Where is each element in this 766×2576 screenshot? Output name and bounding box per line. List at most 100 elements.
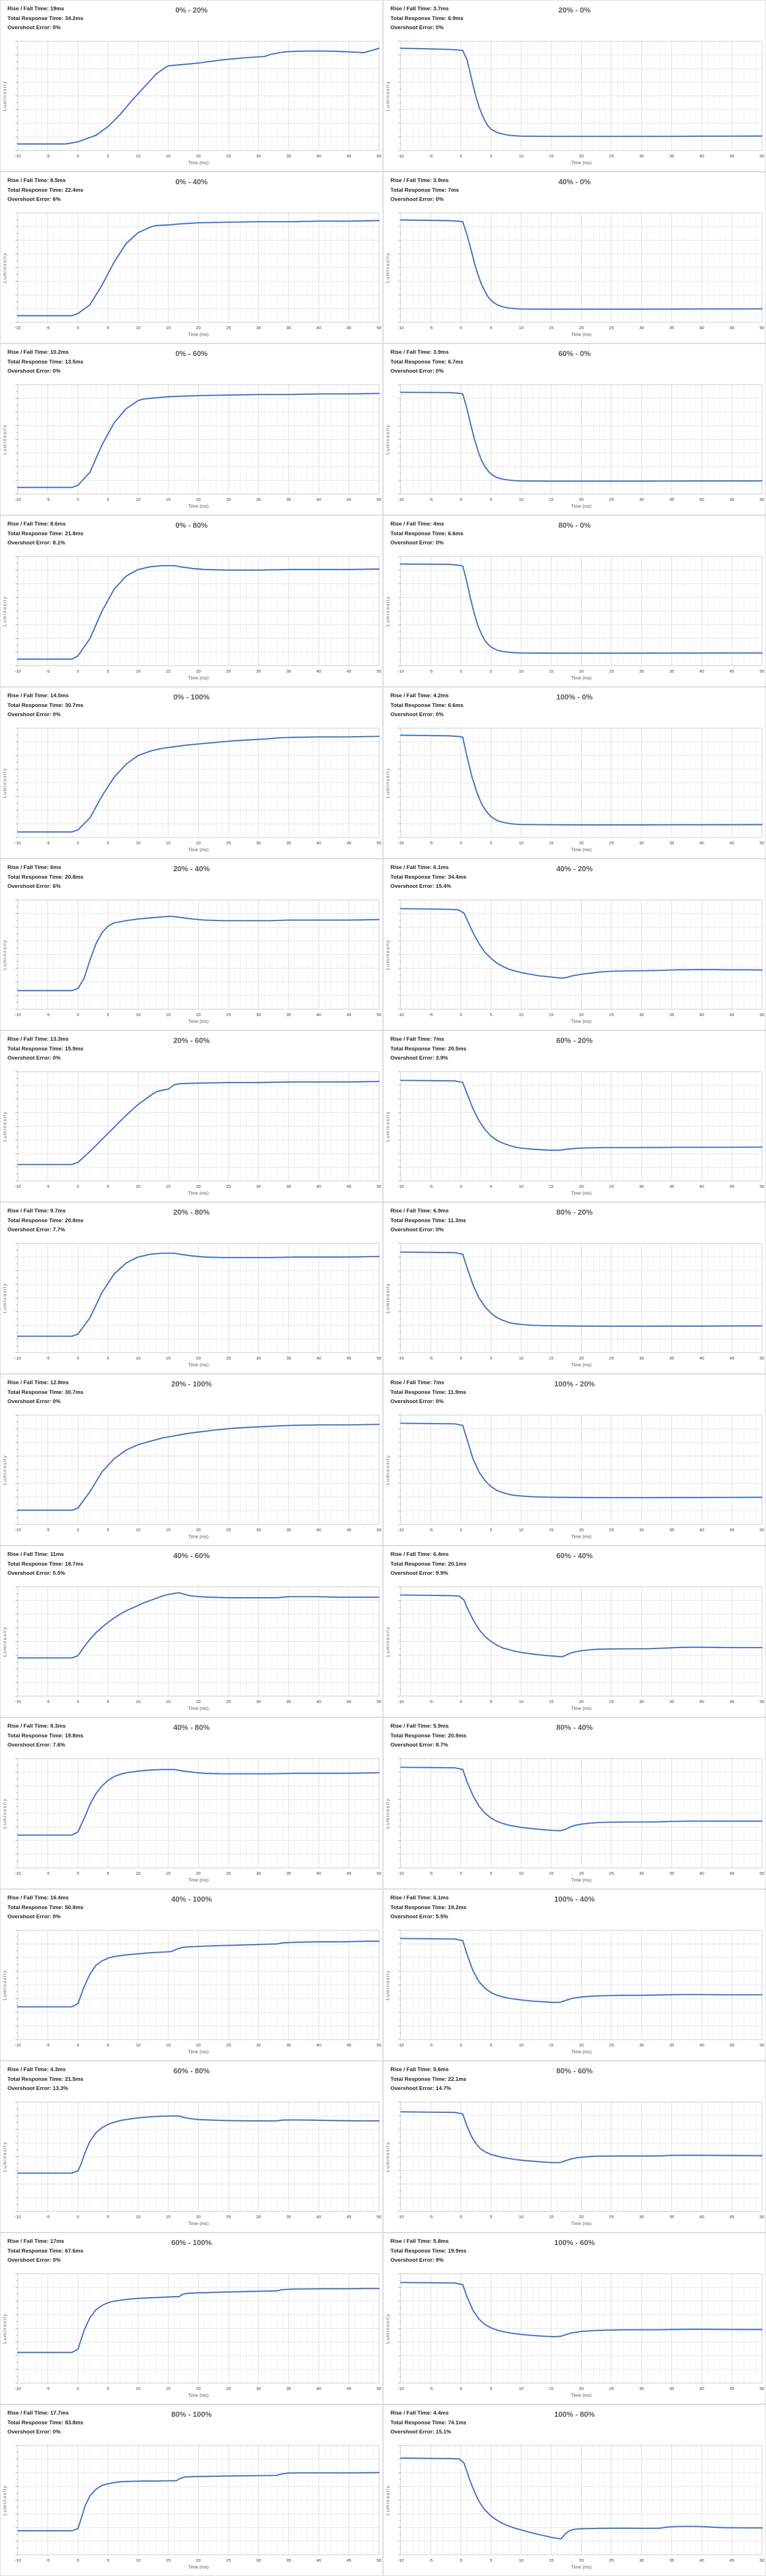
x-tick-label: 25: [226, 1699, 231, 1704]
x-tick-label: 20: [196, 2558, 200, 2563]
luminosity-curve: [400, 1938, 763, 2004]
y-axis-label: Luminosity: [2, 939, 7, 970]
response-chart-canvas: -10 -5 0 5 10 15 20 25 30 35 40 45 50 Time (ms) Lumino…: [2, 2445, 381, 2570]
x-tick-label: 35: [669, 840, 674, 846]
x-tick-label: 45: [729, 840, 734, 846]
x-tick-label: 35: [286, 2386, 291, 2391]
chart-title: 20% - 80%: [173, 1208, 210, 1216]
x-tick-label: 45: [346, 153, 351, 159]
chart-stats: Rise / Fall Time: 4ms Total Response Tim…: [390, 520, 463, 548]
chart-stats: Rise / Fall Time: 16.4ms Total Response …: [7, 1894, 84, 1922]
response-chart-cell: Rise / Fall Time: 8.5ms Total Response T…: [0, 172, 383, 343]
luminosity-curve: [400, 1251, 763, 1327]
x-tick-label: 50: [377, 1871, 381, 1876]
response-chart-canvas: -10 -5 0 5 10 15 20 25 30 35 40 45 50 Time (ms) Lumino…: [385, 1071, 764, 1196]
x-tick-label: 5: [490, 669, 492, 674]
luminosity-curve: [400, 1423, 763, 1499]
x-tick-label: 25: [609, 1871, 614, 1876]
x-tick-label: 40: [317, 2386, 321, 2391]
x-tick-label: -5: [46, 1871, 50, 1876]
rise-fall-time: Rise / Fall Time: 11ms: [7, 1551, 64, 1558]
rise-fall-time: Rise / Fall Time: 13.3ms: [7, 1036, 69, 1042]
x-tick-label: 35: [286, 1527, 291, 1532]
y-axis-ticks: [398, 1930, 401, 2040]
x-tick-label: 0: [460, 1184, 462, 1189]
total-response-time: Total Response Time: 50.8ms: [7, 1904, 84, 1911]
y-axis-ticks: [15, 556, 18, 666]
x-tick-label: 0: [460, 1356, 462, 1361]
y-axis-ticks: [398, 2445, 401, 2555]
x-tick-label: 50: [760, 497, 764, 502]
rise-fall-time: Rise / Fall Time: 4.4ms: [390, 2410, 449, 2416]
x-tick-label: 45: [729, 2214, 734, 2219]
x-tick-label: 20: [579, 153, 583, 159]
x-tick-label: 40: [317, 1699, 321, 1704]
x-tick-label: 30: [639, 1871, 643, 1876]
x-tick-label: -10: [15, 497, 21, 502]
x-tick-label: 30: [639, 840, 643, 846]
x-tick-label: -10: [15, 325, 21, 330]
x-axis-label: Time (ms): [571, 2049, 592, 2055]
y-axis-label: Luminosity: [385, 1111, 390, 1141]
x-tick-label: -10: [398, 325, 404, 330]
chart-title: 20% - 60%: [173, 1036, 210, 1045]
y-axis-ticks: [15, 41, 18, 151]
x-tick-label: 10: [136, 2386, 140, 2391]
x-axis-label: Time (ms): [188, 1019, 209, 1024]
x-tick-label: 15: [166, 2558, 171, 2563]
x-tick-label: 25: [609, 1184, 614, 1189]
overshoot-error: Overshoot Error: 7.6%: [7, 1742, 65, 1748]
x-tick-label: 0: [460, 497, 462, 502]
x-tick-label: 10: [136, 669, 140, 674]
x-tick-label: 25: [226, 1871, 231, 1876]
y-axis-label: Luminosity: [2, 1798, 7, 1828]
x-tick-label: 40: [700, 497, 704, 502]
x-tick-label: 0: [77, 1871, 79, 1876]
x-tick-label: 30: [639, 153, 643, 159]
response-chart-canvas: -10 -5 0 5 10 15 20 25 30 35 40 45 50 Time (ms) Lumino…: [385, 728, 764, 852]
x-tick-label: 30: [639, 1527, 643, 1532]
y-axis-label: Luminosity: [385, 1970, 390, 2000]
x-tick-label: 30: [256, 1699, 260, 1704]
x-tick-label: 50: [760, 1871, 764, 1876]
x-tick-label: 45: [729, 1356, 734, 1361]
x-tick-label: 10: [519, 840, 523, 846]
y-axis-ticks: [398, 1586, 401, 1697]
x-tick-label: 10: [519, 2386, 523, 2391]
x-tick-label: 35: [286, 325, 291, 330]
response-chart-cell: Rise / Fall Time: 3.9ms Total Response T…: [383, 343, 766, 515]
gridlines: [17, 213, 380, 322]
x-tick-label: 35: [669, 669, 674, 674]
x-tick-label: 35: [286, 669, 291, 674]
plot-border: [400, 1071, 763, 1182]
response-chart-cell: Rise / Fall Time: 11ms Total Response Ti…: [0, 1546, 383, 1717]
y-axis-ticks: [15, 2101, 18, 2212]
response-chart-canvas: -10 -5 0 5 10 15 20 25 30 35 40 45 50 Time (ms) Lumino…: [385, 556, 764, 681]
response-chart-cell: Rise / Fall Time: 10.2ms Total Response …: [0, 343, 383, 515]
x-tick-label: 50: [760, 1012, 764, 1017]
plot-border: [400, 1586, 763, 1697]
gridlines: [17, 41, 380, 151]
x-tick-label: 35: [286, 153, 291, 159]
y-axis-label: Luminosity: [385, 2142, 390, 2172]
response-chart-cell: Rise / Fall Time: 6ms Total Response Tim…: [0, 859, 383, 1030]
chart-stats: Rise / Fall Time: 19ms Total Response Ti…: [7, 5, 84, 33]
x-tick-label: -5: [429, 1699, 433, 1704]
luminosity-curve: [400, 1767, 763, 1832]
x-tick-label: 10: [136, 840, 140, 846]
x-tick-label: 30: [639, 2042, 643, 2048]
x-tick-label: -5: [46, 2214, 50, 2219]
x-tick-label: 50: [760, 153, 764, 159]
response-chart-cell: Rise / Fall Time: 13.3ms Total Response …: [0, 1030, 383, 1202]
x-tick-label: 45: [346, 1871, 351, 1876]
x-tick-label: 15: [166, 325, 171, 330]
plot-border: [17, 1586, 380, 1697]
x-tick-label: 10: [519, 2042, 523, 2048]
gridlines: [400, 900, 763, 1009]
x-tick-label: 15: [549, 1699, 554, 1704]
chart-stats: Rise / Fall Time: 5.6ms Total Response T…: [390, 2065, 467, 2094]
x-tick-label: 40: [700, 2214, 704, 2219]
chart-title: 0% - 20%: [175, 6, 208, 14]
response-chart-canvas: -10 -5 0 5 10 15 20 25 30 35 40 45 50 Time (ms) Lumino…: [2, 212, 381, 337]
x-tick-label: 25: [609, 2558, 614, 2563]
